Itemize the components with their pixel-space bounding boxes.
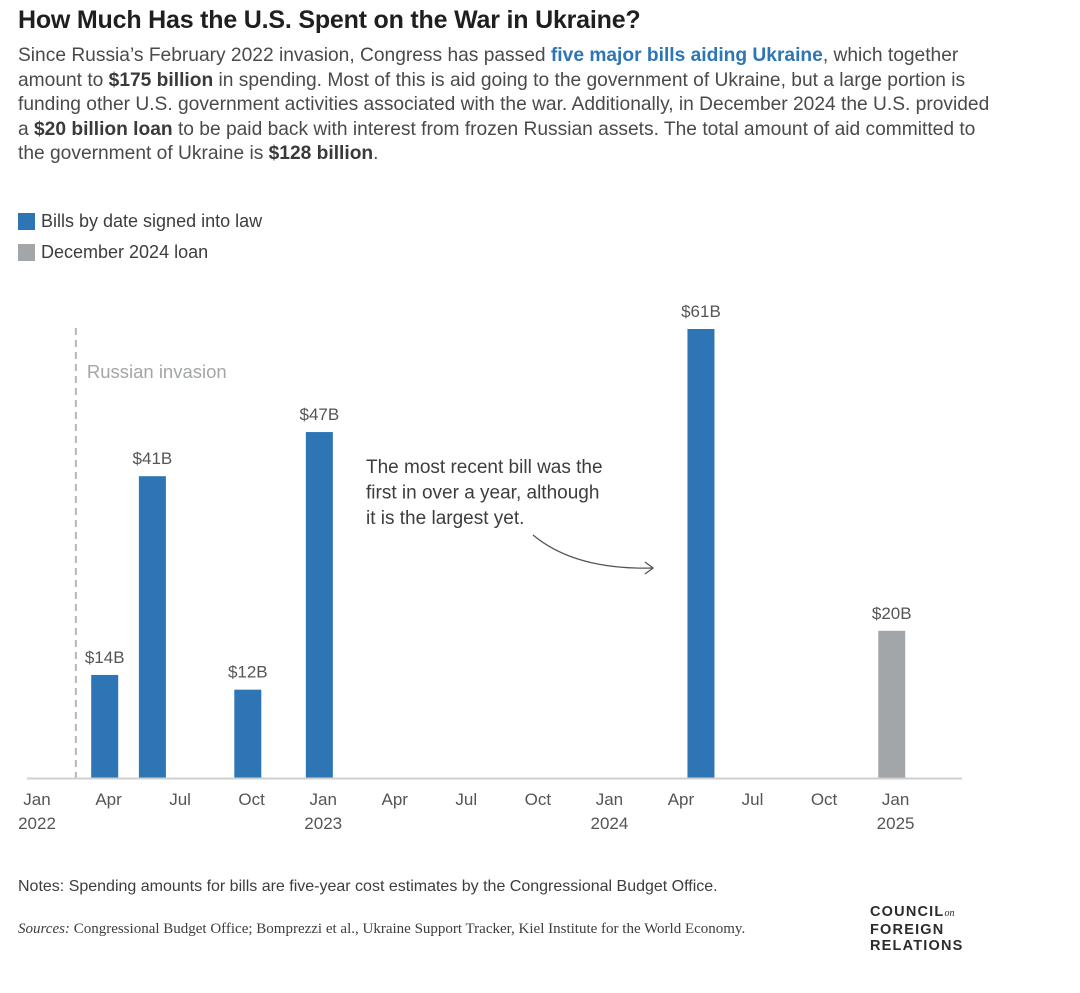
notes-text: Notes: Spending amounts for bills are fi… bbox=[18, 878, 718, 895]
bar-value-label: $12B bbox=[228, 663, 268, 682]
chart-subtitle: Since Russia’s February 2022 invasion, C… bbox=[18, 44, 998, 167]
chart-title: How Much Has the U.S. Spent on the War i… bbox=[18, 6, 641, 34]
x-tick-year: 2024 bbox=[590, 814, 628, 833]
sources-label: Sources: bbox=[18, 921, 70, 937]
bar-value-label: $20B bbox=[872, 604, 912, 623]
x-tick-label: Jul bbox=[742, 790, 764, 809]
annotation-text: first in over a year, although bbox=[366, 483, 599, 504]
x-tick-label: Apr bbox=[382, 790, 409, 809]
legend-label-loan: December 2024 loan bbox=[41, 242, 209, 262]
legend-item-bills: Bills by date signed into law bbox=[18, 206, 262, 237]
subtitle-segment: , which together amount to bbox=[18, 45, 959, 91]
bar-chart: Russian invasion $14B $41B $12B $47B $61B $20B… bbox=[18, 302, 962, 833]
legend-swatch-bills bbox=[18, 213, 35, 230]
bar-value-label: $14B bbox=[85, 648, 125, 667]
bar-value-label: $41B bbox=[133, 449, 173, 468]
x-tick-label: Jan bbox=[882, 790, 909, 809]
bar-value-label: $61B bbox=[681, 302, 721, 321]
x-tick-label: Jan bbox=[309, 790, 336, 809]
x-tick-year: 2025 bbox=[877, 814, 915, 833]
x-tick-label: Apr bbox=[668, 790, 695, 809]
x-tick-year: 2022 bbox=[18, 814, 56, 833]
bar-bill bbox=[687, 329, 715, 778]
subtitle-link[interactable]: five major bills aiding Ukraine bbox=[550, 45, 823, 66]
bar-bill bbox=[91, 674, 119, 778]
bar-loan bbox=[878, 630, 906, 778]
x-tick-label: Jul bbox=[169, 790, 191, 809]
invasion-marker-label: Russian invasion bbox=[87, 361, 227, 382]
subtitle-segment: in spending. Most of this is aid going t… bbox=[18, 69, 990, 140]
x-tick-label: Oct bbox=[811, 790, 838, 809]
legend: Bills by date signed into law December 2… bbox=[18, 206, 262, 268]
bar-bill bbox=[305, 432, 333, 778]
subtitle-segment: Since Russia’s February 2022 invasion, C… bbox=[18, 45, 551, 66]
logo-line-1: COUNCIL bbox=[870, 904, 945, 920]
bar-bill bbox=[138, 476, 166, 778]
sources-body: Congressional Budget Office; Bomprezzi e… bbox=[69, 921, 746, 937]
bar-value-label: $47B bbox=[299, 405, 339, 424]
x-tick-label: Apr bbox=[95, 790, 122, 809]
annotation-arrow bbox=[532, 534, 653, 569]
subtitle-segment: $175 billion bbox=[108, 69, 214, 91]
subtitle-segment: $128 billion bbox=[268, 143, 374, 164]
subtitle-segment: to be paid back with interest from froze… bbox=[18, 118, 976, 165]
logo-line-1-small: on bbox=[944, 908, 955, 919]
legend-label-bills: Bills by date signed into law bbox=[41, 211, 263, 231]
logo-line-3: RELATIONS bbox=[870, 938, 964, 954]
x-tick-label: Jan bbox=[596, 790, 623, 809]
legend-swatch-loan bbox=[18, 244, 35, 261]
subtitle-segment: $20 billion loan bbox=[34, 118, 173, 140]
x-tick-label: Jan bbox=[23, 790, 50, 809]
annotation-arrowhead bbox=[644, 561, 655, 575]
logo-line-2: FOREIGN bbox=[870, 922, 945, 938]
sources-text: Sources: Congressional Budget Office; Bo… bbox=[18, 921, 745, 938]
subtitle-segment: . bbox=[373, 143, 379, 164]
x-tick-label: Oct bbox=[238, 790, 265, 809]
x-tick-label: Jul bbox=[455, 790, 477, 809]
annotation-text: The most recent bill was the bbox=[366, 457, 603, 478]
x-tick-year: 2023 bbox=[304, 814, 342, 833]
x-tick-label: Oct bbox=[525, 790, 552, 809]
cfr-logo: COUNCILon FOREIGN RELATIONS bbox=[870, 904, 964, 954]
bar-bill bbox=[234, 689, 262, 778]
legend-item-loan: December 2024 loan bbox=[18, 237, 262, 268]
annotation-text: it is the largest yet. bbox=[366, 508, 524, 529]
